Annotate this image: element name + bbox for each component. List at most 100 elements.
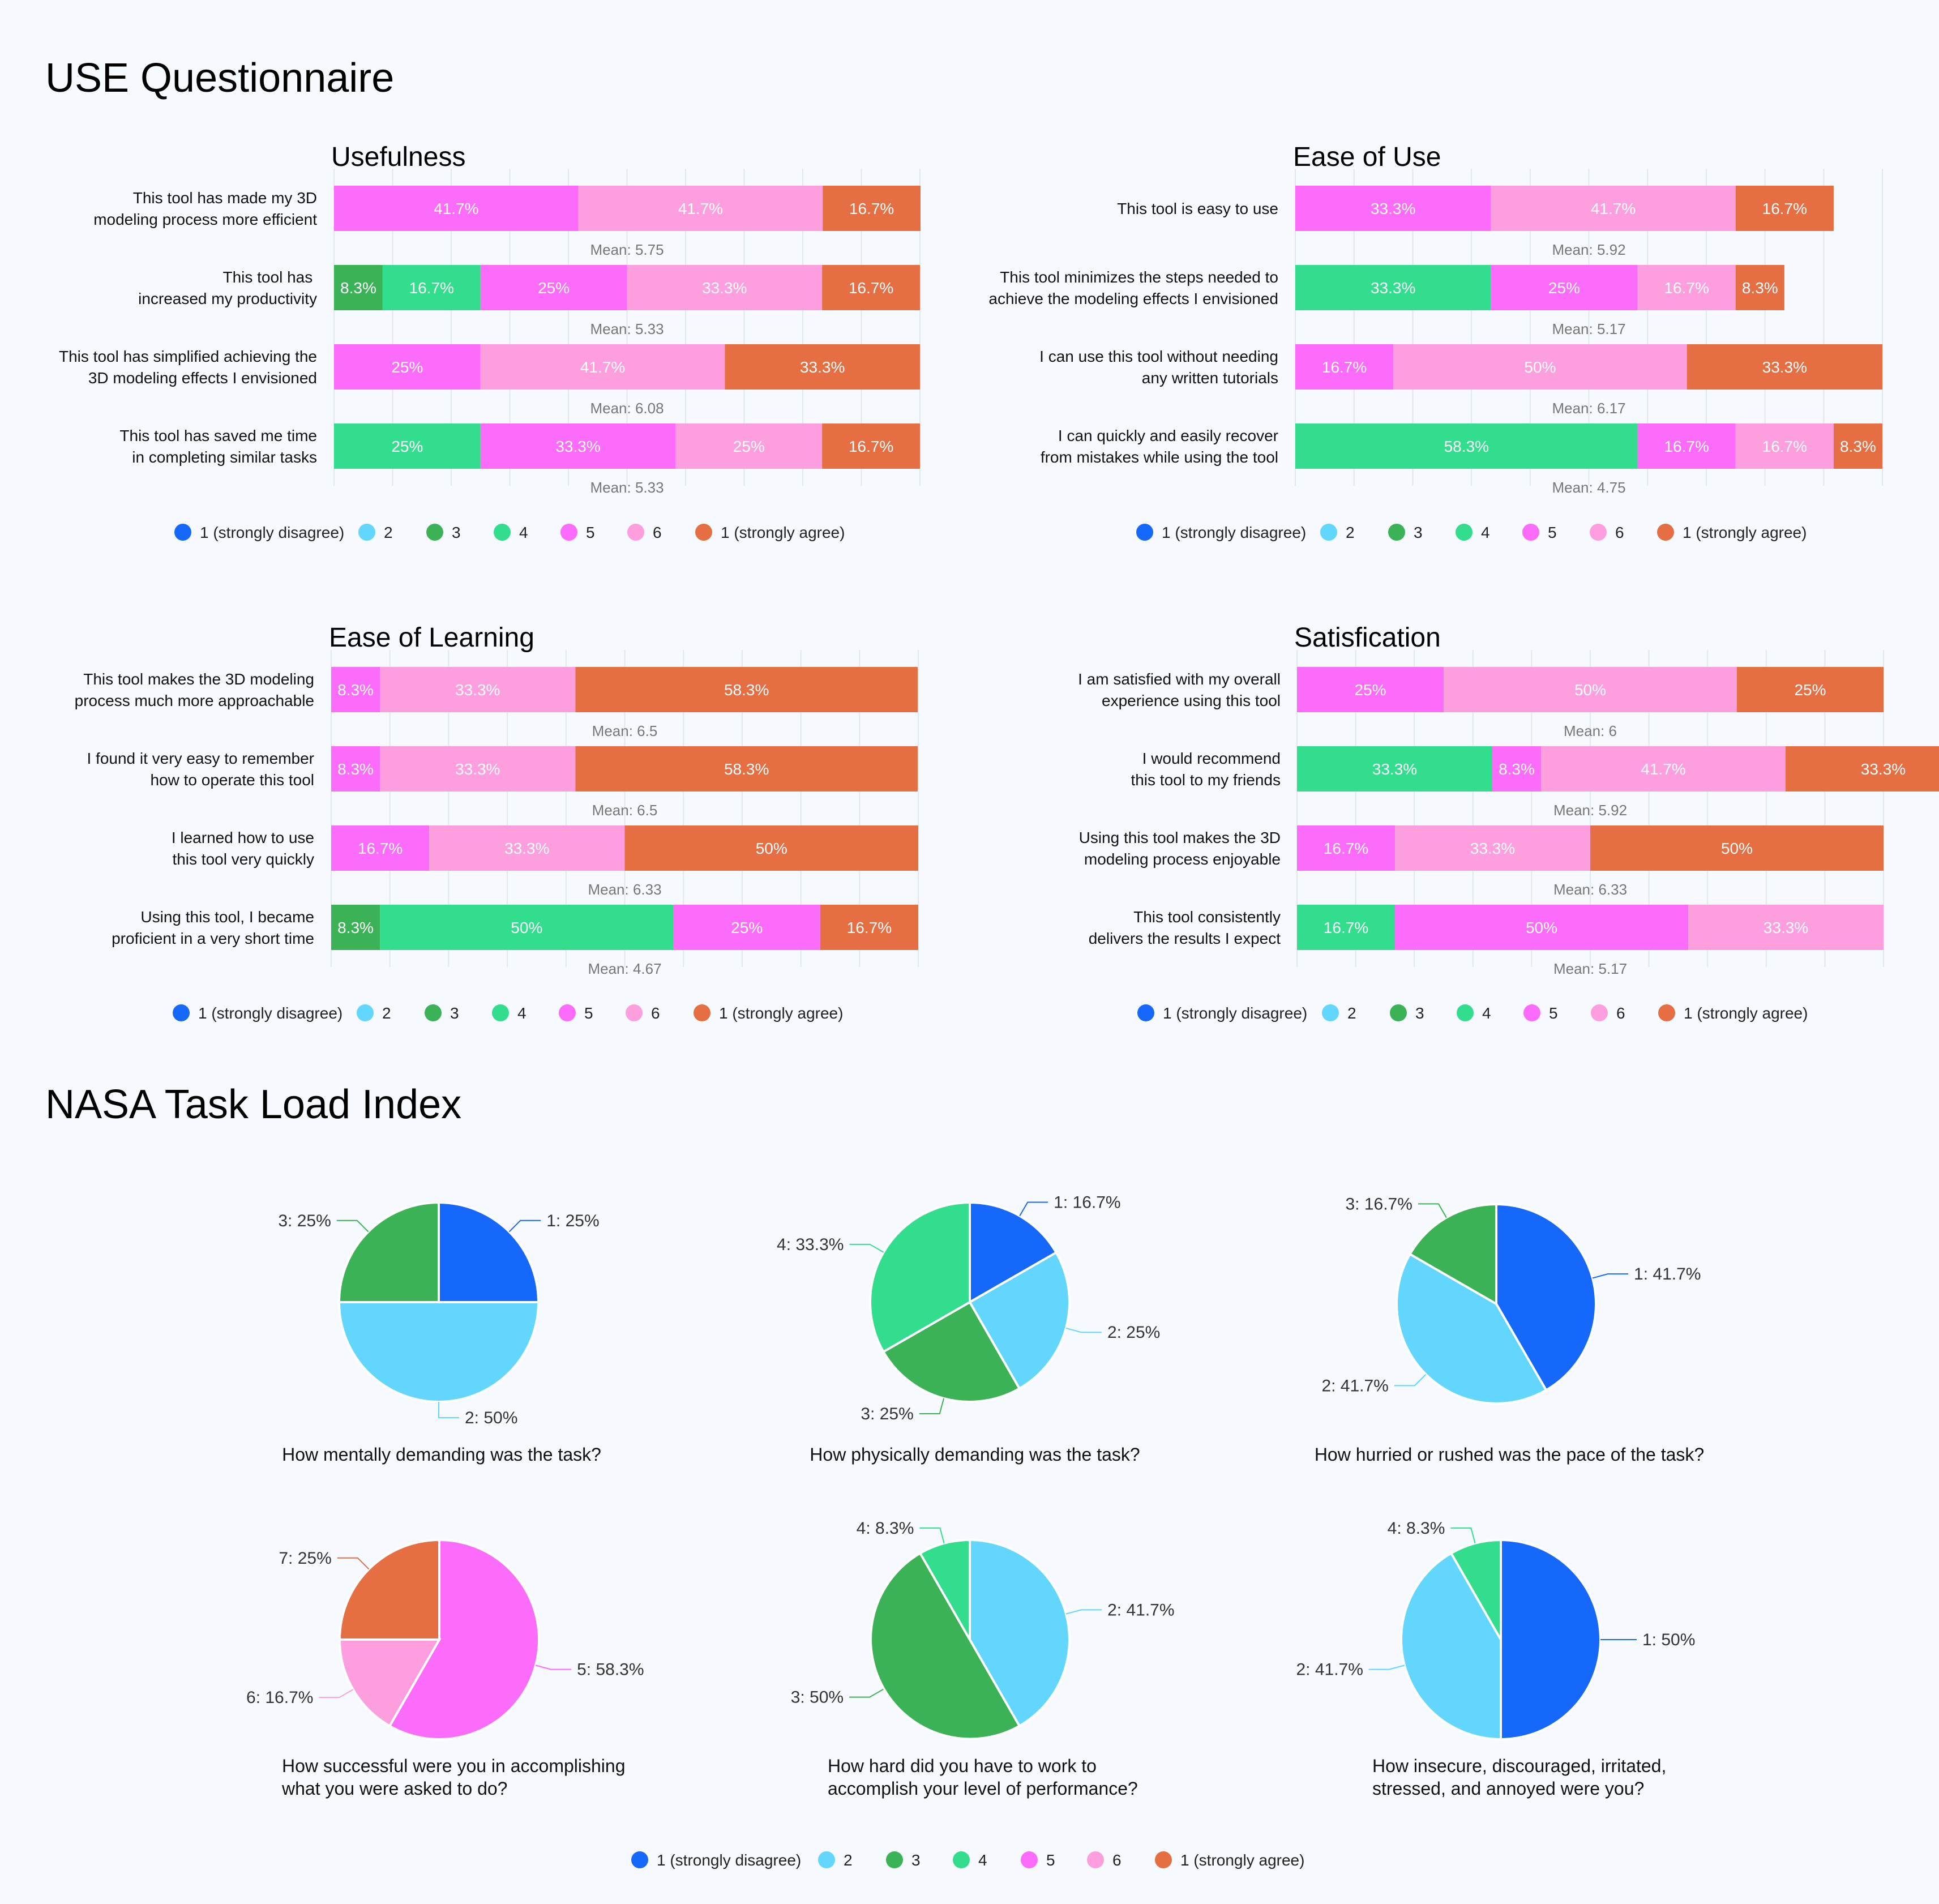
pie-slice xyxy=(1449,1538,1502,1644)
pie-leader-line xyxy=(336,1220,369,1233)
legend-label: 1 (strongly agree) xyxy=(1683,524,1807,541)
bar-segment xyxy=(1785,746,1939,791)
legend-swatch xyxy=(1523,1004,1540,1021)
pie-title: How physically demanding was the task? xyxy=(810,1444,1140,1465)
bar-value-label: 25% xyxy=(1794,681,1826,699)
legend-swatch xyxy=(494,524,511,541)
category-label: This tool is easy to use xyxy=(1117,200,1278,217)
bar-segment xyxy=(480,344,725,390)
pie-title: How hurried or rushed was the pace of th… xyxy=(1315,1444,1704,1465)
bar-segment xyxy=(1295,344,1394,390)
bar-value-label: 58.3% xyxy=(724,681,769,699)
bar-segment xyxy=(1735,265,1784,310)
bar-segment xyxy=(1637,265,1736,310)
pie-chart: 5: 58.3% 6: 16.7% 7: 25% How successful wer… xyxy=(246,1538,644,1799)
pie-slice-label: 2: 25% xyxy=(1107,1323,1160,1342)
bar-segment xyxy=(1295,186,1491,231)
legend-label: 2 xyxy=(382,1004,391,1022)
pie-slice xyxy=(1408,1203,1497,1306)
bar-value-label: 58.3% xyxy=(1444,438,1489,455)
bar-value-label: 33.3% xyxy=(800,358,845,376)
pie-chart: 1: 41.7% 2: 41.7% 3: 16.7% How hurried or r… xyxy=(1315,1195,1704,1465)
legend-label: 1 (strongly disagree) xyxy=(198,1004,343,1022)
legend-swatch xyxy=(492,1004,509,1021)
mean-label: Mean: 5.92 xyxy=(1552,241,1625,258)
pie-slice-label: 3: 50% xyxy=(791,1688,844,1707)
pie-slice xyxy=(388,1538,540,1740)
category-label: Using this tool makes the 3D modeling pro… xyxy=(1079,829,1281,868)
bar-segment xyxy=(1833,423,1882,469)
legend-swatch xyxy=(1522,524,1539,541)
legend-swatch xyxy=(1137,1004,1154,1021)
stacked-bar-chart: Satisfication I am satisfied with my over… xyxy=(1078,623,1939,1022)
pie-leader-line xyxy=(535,1665,572,1670)
legend-swatch xyxy=(1136,524,1153,541)
mean-label: Mean: 6.5 xyxy=(592,802,658,819)
pie-slice xyxy=(1500,1538,1602,1741)
pie-slice xyxy=(1495,1203,1597,1392)
legend-label: 1 (strongly agree) xyxy=(1180,1851,1304,1869)
bar-segment xyxy=(1297,825,1396,871)
bar-value-label: 25% xyxy=(391,438,423,455)
legend-label: 1 (strongly agree) xyxy=(719,1004,843,1022)
bar-segment xyxy=(334,186,579,231)
bar-segment xyxy=(822,423,920,469)
pie-slice-label: 4: 8.3% xyxy=(1388,1519,1445,1538)
legend-swatch xyxy=(1590,524,1607,541)
category-label: I can use this tool without needing any w… xyxy=(1039,348,1278,387)
chart-title: Ease of Learning xyxy=(329,623,534,653)
bar-segment xyxy=(382,265,481,310)
bar-segment xyxy=(1297,905,1396,950)
bar-value-label: 33.3% xyxy=(504,840,549,857)
bar-segment xyxy=(380,667,576,712)
pie-slice-label: 2: 41.7% xyxy=(1321,1376,1388,1395)
pie-chart: 2: 41.7% 3: 50% 4: 8.3% How hard did you ha… xyxy=(791,1519,1175,1799)
bar-value-label: 33.3% xyxy=(1762,358,1807,376)
legend-swatch xyxy=(695,524,712,541)
pie-leader-line xyxy=(1450,1527,1476,1544)
bar-value-label: 50% xyxy=(511,919,542,936)
legend-swatch xyxy=(358,524,375,541)
pie-title: How successful were you in accomplishing… xyxy=(281,1756,625,1799)
bar-value-label: 50% xyxy=(1526,919,1557,936)
legend-label: 6 xyxy=(651,1004,660,1022)
legend-swatch xyxy=(1456,524,1473,541)
legend-swatch xyxy=(631,1851,648,1868)
legend-swatch xyxy=(1320,524,1337,541)
bar-segment xyxy=(334,265,383,310)
legend-label: 1 (strongly disagree) xyxy=(200,524,344,541)
bar-value-label: 33.3% xyxy=(702,279,747,297)
category-label: This tool makes the 3D modeling process m… xyxy=(75,670,314,709)
mean-label: Mean: 4.67 xyxy=(588,960,661,977)
pie-slice-label: 2: 41.7% xyxy=(1296,1661,1363,1679)
bar-value-label: 16.7% xyxy=(1664,279,1709,297)
bar-value-label: 8.3% xyxy=(337,760,374,778)
bar-value-label: 16.7% xyxy=(1762,200,1807,217)
bar-segment xyxy=(725,344,920,390)
pie-slice-label: 2: 50% xyxy=(465,1409,517,1427)
pie-leader-line xyxy=(1418,1203,1447,1218)
bar-value-label: 41.7% xyxy=(1641,760,1685,778)
legend-label: 3 xyxy=(911,1851,921,1869)
pie-leader-line xyxy=(1019,1201,1048,1217)
bar-value-label: 8.3% xyxy=(337,681,374,699)
mean-label: Mean: 6.5 xyxy=(592,722,658,739)
chart-legend: 1 (strongly disagree) 2 3 4 5 6 1 (strongly ag… xyxy=(1137,1004,1808,1022)
bar-segment xyxy=(1491,265,1638,310)
bar-value-label: 8.3% xyxy=(1840,438,1876,455)
legend-label: 3 xyxy=(1415,1004,1424,1022)
bar-segment xyxy=(575,667,918,712)
pie-leader-line xyxy=(1065,1609,1102,1615)
bar-segment xyxy=(334,423,481,469)
legend-label: 4 xyxy=(1482,1004,1491,1022)
bar-value-label: 16.7% xyxy=(849,438,893,455)
category-label: I would recommend this tool to my friends xyxy=(1131,750,1281,789)
pie-slice xyxy=(968,1251,1071,1390)
pie-slice xyxy=(1396,1252,1548,1405)
bar-segment xyxy=(822,265,920,310)
chart-title: Satisfication xyxy=(1294,623,1441,653)
bar-value-label: 16.7% xyxy=(847,919,892,936)
legend-label: 6 xyxy=(1616,1004,1625,1022)
chart-legend: 1 (strongly disagree) 2 3 4 5 6 1 (strongly ag… xyxy=(174,524,845,541)
legend-swatch xyxy=(626,1004,643,1021)
